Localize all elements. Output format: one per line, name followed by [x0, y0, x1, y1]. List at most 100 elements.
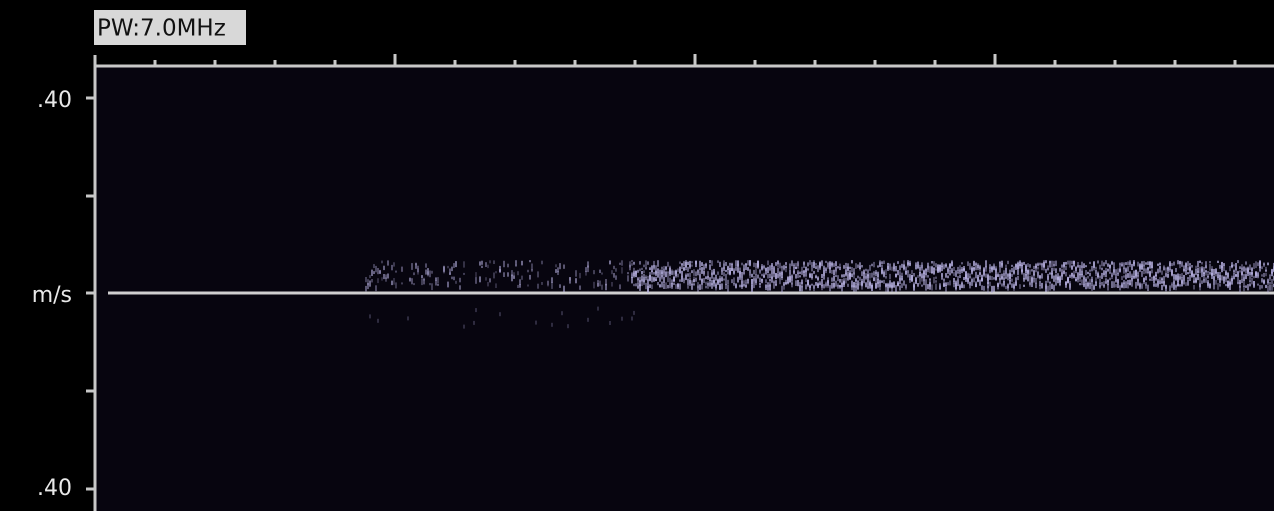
spectrum-speck	[647, 279, 649, 286]
spectrum-speck	[1199, 284, 1201, 291]
spectrum-speck	[365, 285, 367, 292]
spectrum-speck	[633, 310, 635, 315]
spectrum-speck	[1267, 280, 1269, 286]
spectrum-speck	[551, 277, 553, 283]
spectrum-speck	[1029, 275, 1031, 283]
spectrum-speck	[723, 278, 725, 281]
spectrum-speck	[1107, 263, 1109, 267]
spectrum-speck	[845, 269, 847, 277]
spectrum-speck	[893, 266, 895, 272]
spectrum-speck	[1069, 283, 1071, 290]
spectrum-speck	[681, 263, 683, 269]
spectrum-speck	[1095, 269, 1097, 277]
spectrum-speck	[743, 284, 745, 287]
spectrum-speck	[1029, 264, 1031, 268]
spectrum-speck	[759, 277, 761, 283]
spectrum-speck	[865, 282, 867, 288]
spectrum-speck	[1035, 263, 1037, 268]
spectrum-speck	[741, 262, 743, 266]
spectrum-speck	[923, 281, 925, 286]
spectrum-speck	[957, 279, 959, 286]
spectrum-speck	[633, 261, 635, 265]
spectrum-speck	[883, 272, 885, 277]
spectrum-speck	[1119, 269, 1121, 273]
spectrum-speck	[683, 261, 685, 267]
spectrum-speck	[945, 263, 947, 267]
spectrum-speck	[1041, 263, 1043, 267]
spectrum-speck	[1085, 265, 1087, 268]
spectrum-speck	[739, 276, 741, 280]
spectrum-speck	[827, 262, 829, 269]
spectrum-speck	[377, 318, 379, 323]
spectrum-speck	[1231, 277, 1233, 285]
spectrum-speck	[495, 283, 497, 288]
spectrum-speck	[737, 276, 739, 283]
spectrum-speck	[1185, 263, 1187, 268]
spectrum-speck	[1103, 270, 1105, 276]
spectrum-speck	[1055, 260, 1057, 267]
spectrum-speck	[651, 270, 653, 275]
spectrum-speck	[643, 273, 645, 278]
spectrum-speck	[813, 285, 815, 292]
spectrum-speck	[751, 273, 753, 278]
spectrum-speck	[1173, 285, 1175, 290]
spectrum-speck	[673, 282, 675, 285]
spectrum-speck	[1143, 264, 1145, 271]
spectrum-speck	[733, 268, 735, 274]
spectrum-speck	[881, 264, 883, 269]
spectrum-speck	[885, 285, 887, 292]
spectrum-speck	[1063, 267, 1065, 273]
spectrum-speck	[373, 271, 375, 274]
spectrum-speck	[657, 268, 659, 274]
spectrum-speck	[753, 276, 755, 282]
spectrum-speck	[377, 268, 379, 275]
spectrum-speck	[1251, 277, 1253, 285]
spectrum-speck	[649, 275, 651, 282]
spectrum-speck	[931, 266, 933, 274]
spectrum-speck	[945, 273, 947, 278]
spectrum-speck	[1237, 270, 1239, 278]
spectrum-speck	[641, 267, 643, 270]
spectrum-speck	[1189, 274, 1191, 281]
spectrum-speck	[705, 263, 707, 269]
spectrum-speck	[1077, 262, 1079, 266]
spectrum-speck	[1115, 279, 1117, 282]
spectrum-speck	[1041, 282, 1043, 289]
spectrum-speck	[789, 269, 791, 275]
spectrum-speck	[977, 276, 979, 283]
spectrum-speck	[937, 266, 939, 273]
spectrum-speck	[1099, 284, 1101, 289]
spectrum-speck	[1115, 274, 1117, 280]
spectrum-speck	[1163, 281, 1165, 284]
spectrum-speck	[1109, 263, 1111, 269]
spectrum-speck	[1195, 265, 1197, 271]
spectrum-speck	[499, 265, 501, 272]
spectrum-speck	[383, 274, 385, 280]
spectrum-speck	[383, 265, 385, 271]
spectrum-speck	[639, 276, 641, 283]
spectrum-speck	[637, 277, 639, 281]
spectrum-speck	[611, 270, 613, 275]
spectrum-speck	[1085, 282, 1087, 290]
spectrum-speck	[865, 276, 867, 279]
spectrum-speck	[983, 285, 985, 291]
spectrum-speck	[1227, 281, 1229, 287]
spectrum-speck	[531, 263, 533, 271]
spectrum-speck	[1197, 267, 1199, 273]
spectrum-speck	[1213, 284, 1215, 290]
spectrum-speck	[1013, 266, 1015, 274]
spectrum-speck	[973, 277, 975, 283]
spectrum-speck	[953, 282, 955, 288]
spectrum-speck	[1129, 283, 1131, 286]
spectrum-speck	[1015, 277, 1017, 282]
spectrum-speck	[835, 266, 837, 272]
spectrum-speck	[1159, 262, 1161, 266]
spectrum-speck	[691, 280, 693, 285]
spectrum-speck	[1013, 284, 1015, 289]
spectrum-speck	[877, 265, 879, 268]
spectrum-speck	[683, 266, 685, 272]
spectrum-speck	[841, 279, 843, 286]
spectrum-speck	[803, 262, 805, 268]
spectrum-speck	[567, 324, 569, 329]
spectrum-speck	[743, 264, 745, 272]
